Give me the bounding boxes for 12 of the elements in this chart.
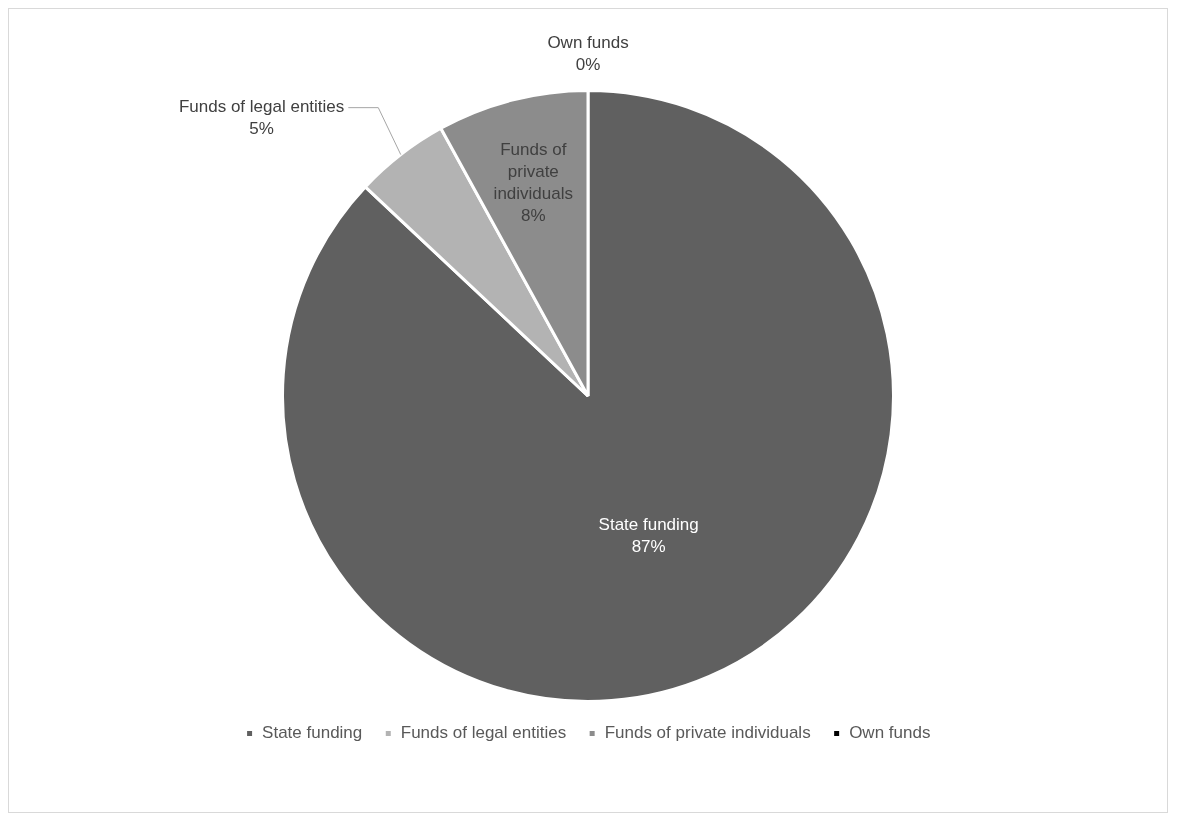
text: 0% [575,55,601,75]
slice-label: Funds of legal entities [178,97,345,117]
slice-label: Funds of private individuals [493,139,573,203]
legend-label: State funding [262,723,363,743]
legend-label: Funds of private individuals [604,723,811,743]
data-label: 5% [249,119,274,139]
data-label: 8% [521,205,546,225]
slice-label: State funding [598,514,699,534]
data-label: 87% [631,536,666,556]
category-label: Own funds [547,33,629,53]
legend-label: Own funds [849,723,931,743]
legend-label: Funds of legal entities [400,723,567,743]
